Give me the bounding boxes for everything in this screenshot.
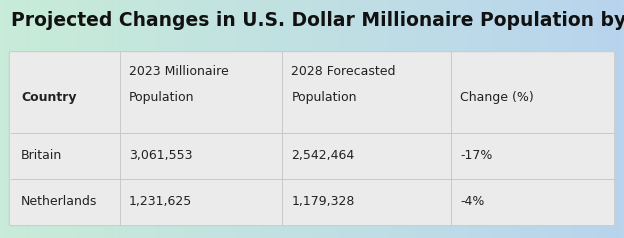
Text: Britain: Britain [21, 149, 62, 162]
Text: -17%: -17% [460, 149, 492, 162]
Text: 2023 Millionaire: 2023 Millionaire [129, 65, 229, 78]
Text: Netherlands: Netherlands [21, 195, 97, 208]
Text: Population: Population [129, 91, 195, 104]
Text: 2,542,464: 2,542,464 [291, 149, 354, 162]
Text: 1,179,328: 1,179,328 [291, 195, 355, 208]
Text: Projected Changes in U.S. Dollar Millionaire Population by 2028: Projected Changes in U.S. Dollar Million… [11, 11, 624, 30]
Text: Population: Population [291, 91, 357, 104]
Text: -4%: -4% [460, 195, 484, 208]
Text: Change (%): Change (%) [460, 91, 534, 104]
Text: 1,231,625: 1,231,625 [129, 195, 192, 208]
Text: 3,061,553: 3,061,553 [129, 149, 193, 162]
Text: Country: Country [21, 91, 77, 104]
Text: 2028 Forecasted: 2028 Forecasted [291, 65, 396, 78]
